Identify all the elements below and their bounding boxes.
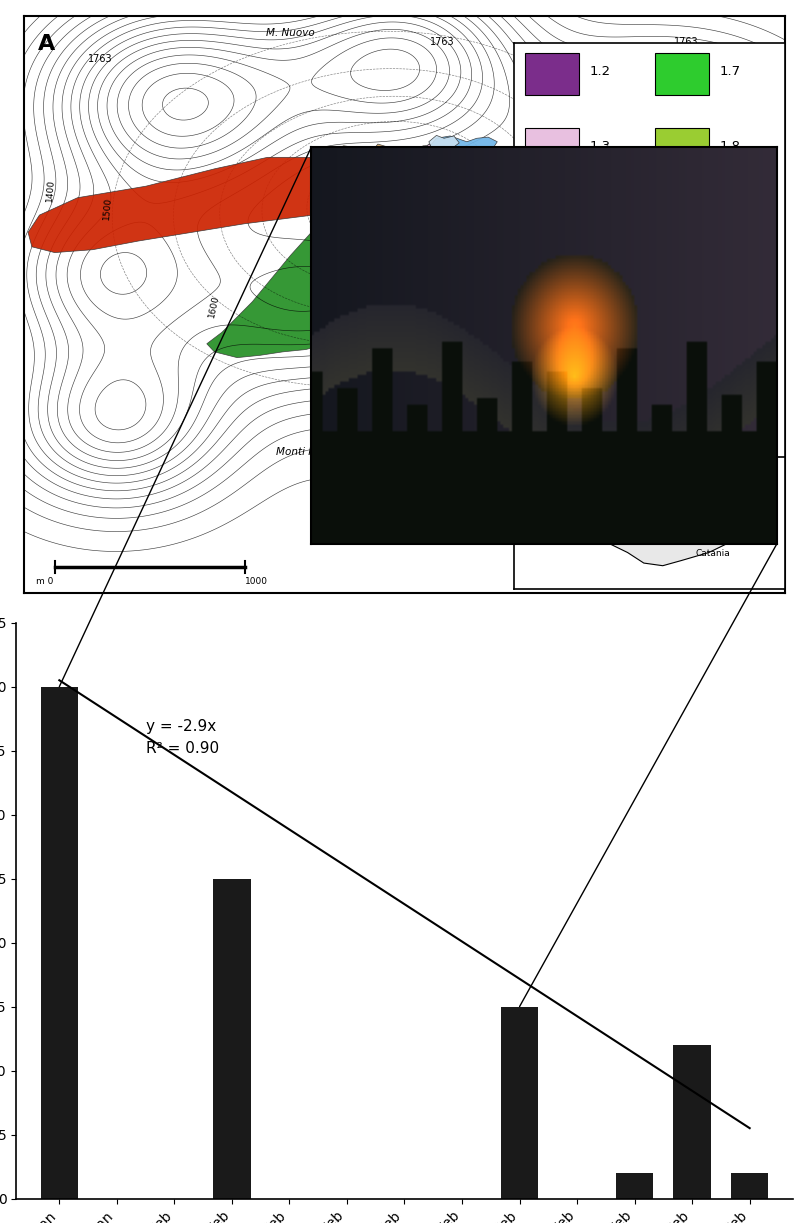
Polygon shape [28,158,382,253]
Polygon shape [371,144,438,170]
FancyBboxPatch shape [654,128,709,170]
Text: A: A [38,34,55,54]
Circle shape [411,148,444,172]
Polygon shape [207,170,413,357]
Circle shape [379,154,412,180]
FancyBboxPatch shape [524,128,578,170]
Text: 1000: 1000 [245,577,268,587]
Text: M. De Fiore II: M. De Fiore II [366,177,421,186]
Polygon shape [639,374,645,451]
Text: Monti Nespole: Monti Nespole [276,446,350,456]
Polygon shape [398,165,436,346]
Text: 1.9: 1.9 [720,215,741,229]
Polygon shape [324,146,412,179]
Bar [501,1007,538,1199]
Polygon shape [633,374,639,451]
Text: y = -2.9x
R² = 0.90: y = -2.9x R² = 0.90 [146,719,218,756]
FancyBboxPatch shape [654,53,709,94]
Text: Catania: Catania [695,549,730,559]
FancyBboxPatch shape [654,352,709,394]
Text: 1600: 1600 [208,294,221,318]
Text: 1400: 1400 [45,179,57,203]
Polygon shape [540,468,752,566]
Text: 1763: 1763 [674,37,698,46]
FancyBboxPatch shape [524,203,578,245]
Polygon shape [429,136,460,152]
Polygon shape [404,148,450,169]
Text: 1.7: 1.7 [720,65,741,78]
Bar [731,1173,769,1199]
Text: 1.10: 1.10 [720,290,749,303]
Text: m 0: m 0 [36,577,53,587]
Text: 1.8: 1.8 [720,141,741,153]
Text: 1.6: 1.6 [590,364,611,378]
Text: Etna: Etna [714,487,736,497]
Polygon shape [424,144,449,159]
Text: M. Leporello: M. Leporello [563,342,626,352]
Bar [616,1173,654,1199]
Text: M. De Fiore I: M. De Fiore I [433,147,485,155]
Polygon shape [429,136,498,159]
FancyBboxPatch shape [524,53,578,94]
Text: M. Rosso: M. Rosso [587,192,633,203]
FancyBboxPatch shape [654,278,709,319]
Bar [673,1044,711,1199]
Text: N: N [634,352,644,364]
Text: 1.3: 1.3 [590,141,611,153]
FancyBboxPatch shape [654,203,709,245]
Text: M. Nuovo: M. Nuovo [266,28,315,38]
Text: Phase 2: Phase 2 [720,364,772,378]
FancyBboxPatch shape [524,352,578,394]
Bar [214,878,251,1199]
Text: 1763: 1763 [430,37,455,46]
Text: 1.4: 1.4 [590,215,611,229]
Text: a: a [654,512,661,522]
Bar [40,686,78,1199]
Text: 1700: 1700 [488,294,503,318]
Text: 1763: 1763 [88,54,112,64]
Text: b: b [666,499,671,510]
Text: 1500: 1500 [103,196,113,220]
Polygon shape [409,152,427,164]
FancyBboxPatch shape [524,278,578,319]
Text: 1.2: 1.2 [590,65,611,78]
Text: 1.5: 1.5 [590,290,611,303]
